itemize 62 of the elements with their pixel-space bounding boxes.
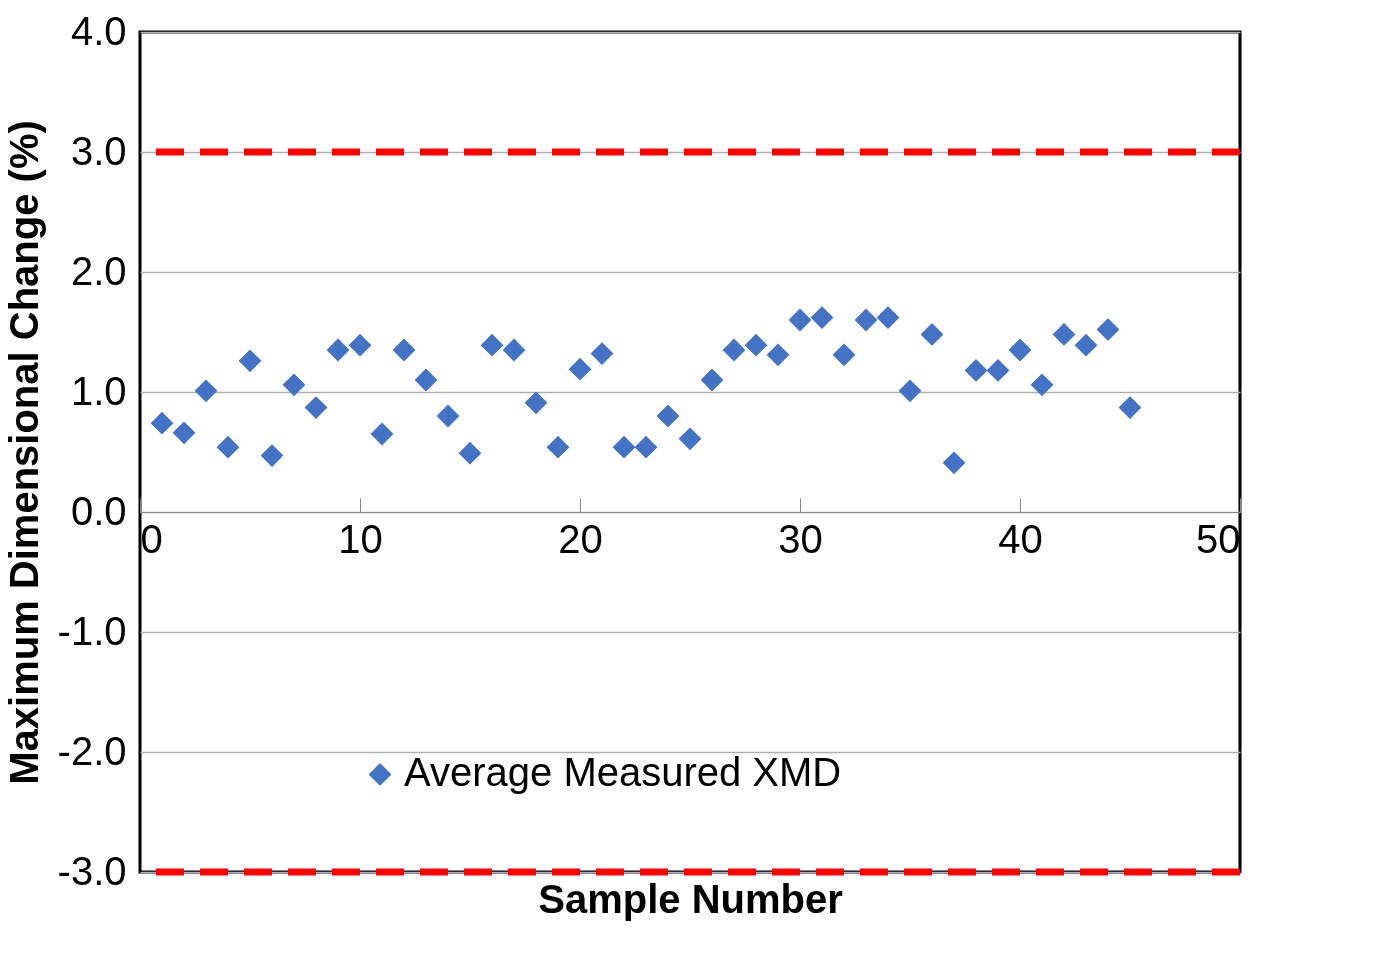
y-tick-label: -1.0 — [57, 608, 127, 653]
x-tick-label: 30 — [778, 516, 823, 561]
y-tick-label: 4.0 — [70, 8, 127, 53]
point — [722, 338, 746, 362]
point — [1008, 338, 1032, 362]
point — [172, 421, 196, 445]
point — [854, 308, 878, 332]
y-axis-title: Maximum Dimensional Change (%) — [1, 120, 46, 785]
y-tick-label: 2.0 — [70, 248, 127, 293]
point — [216, 435, 240, 459]
point — [612, 435, 636, 459]
x-tick-label: 20 — [558, 516, 603, 561]
point — [788, 308, 812, 332]
point — [524, 391, 548, 415]
point — [590, 342, 614, 365]
point — [656, 404, 680, 428]
point — [238, 349, 262, 373]
y-tick-label: 3.0 — [70, 128, 127, 173]
point — [502, 338, 526, 362]
point — [678, 427, 702, 451]
y-tick-label: -3.0 — [57, 848, 127, 893]
point — [634, 435, 658, 459]
point — [942, 451, 966, 475]
y-tick-label: 1.0 — [70, 368, 127, 413]
point — [304, 396, 328, 419]
point — [964, 359, 988, 382]
point — [194, 379, 218, 403]
point — [1030, 373, 1054, 397]
point — [348, 333, 372, 357]
point — [414, 368, 438, 392]
y-tick-label: -2.0 — [57, 728, 127, 773]
point — [876, 306, 900, 329]
x-tick-label: 10 — [338, 516, 383, 561]
point — [436, 404, 460, 428]
point — [1118, 396, 1142, 419]
point — [1052, 323, 1076, 346]
y-tick-label: 0.0 — [70, 488, 127, 533]
point — [920, 323, 944, 346]
point — [282, 373, 306, 397]
x-tick-label: 50 — [1196, 516, 1241, 561]
x-tick-label: 0 — [140, 516, 163, 561]
point — [1074, 333, 1098, 357]
point — [260, 444, 284, 467]
point — [546, 435, 570, 459]
legend-label: Average Measured XMD — [404, 750, 842, 795]
point — [480, 333, 504, 357]
point — [392, 338, 416, 362]
point — [744, 333, 768, 357]
point — [568, 357, 592, 381]
point — [150, 411, 174, 435]
point — [832, 343, 856, 367]
point — [700, 368, 724, 392]
point — [810, 306, 834, 329]
point — [986, 359, 1010, 382]
point — [898, 379, 922, 403]
point — [370, 422, 394, 446]
point — [766, 343, 790, 367]
point — [1096, 318, 1120, 341]
point — [326, 338, 350, 362]
x-axis-title: Sample Number — [538, 876, 843, 921]
point — [458, 441, 482, 465]
x-tick-label: 40 — [998, 516, 1043, 561]
